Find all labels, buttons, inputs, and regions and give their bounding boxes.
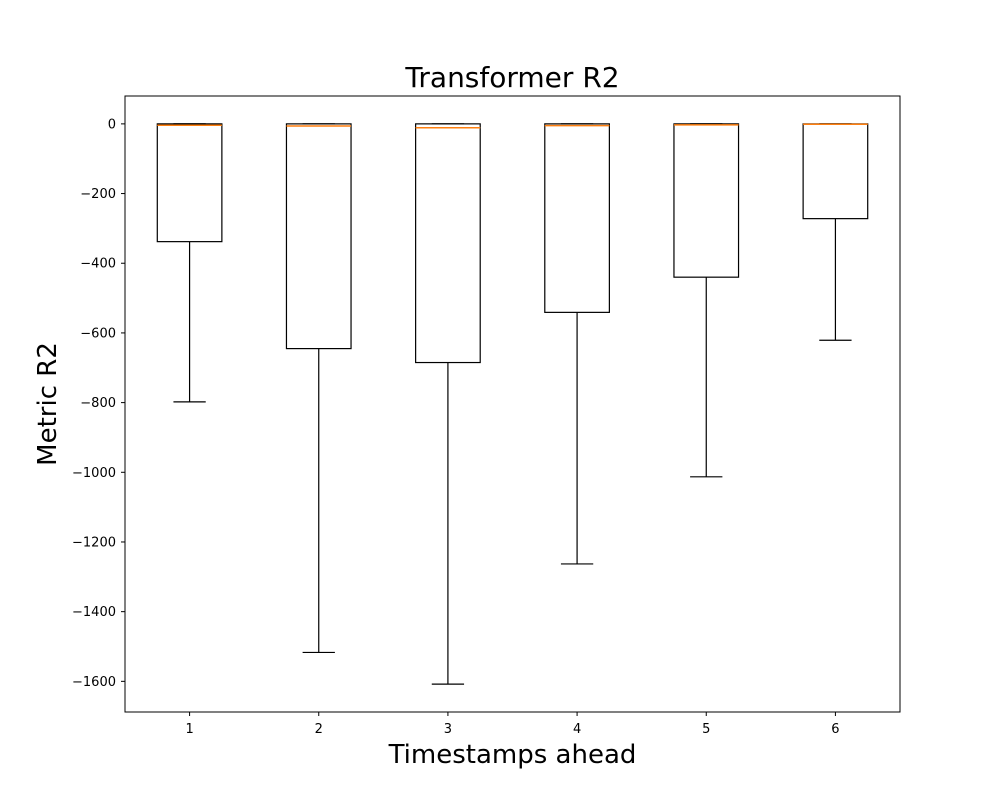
y-tick-label: −600 [80, 326, 116, 341]
x-tick-label: 3 [444, 722, 452, 737]
box [156, 123, 223, 243]
chart-title: Transformer R2 [404, 61, 619, 94]
box [802, 123, 869, 220]
x-axis-label: Timestamps ahead [388, 740, 637, 770]
box [673, 123, 740, 278]
y-tick-label: −800 [80, 396, 116, 411]
x-tick-label: 5 [702, 722, 710, 737]
y-tick-label: −1600 [72, 675, 116, 690]
y-tick-label: −1200 [72, 535, 116, 550]
plot-frame [124, 95, 901, 713]
box [285, 123, 352, 350]
y-axis-label: Metric R2 [33, 342, 63, 466]
x-tick-label: 4 [573, 722, 581, 737]
x-tick-label: 1 [185, 722, 193, 737]
y-tick-label: 0 [108, 117, 116, 132]
x-tick-label: 2 [315, 722, 323, 737]
y-tick-label: −1000 [72, 466, 116, 481]
plot-area: 0 −200 −400 −600 −800 −1000 −1200 −1400 −1600 1 2 3… [72, 95, 901, 737]
y-tick-label: −1400 [72, 605, 116, 620]
x-tick-label: 6 [831, 722, 839, 737]
y-tick-label: −200 [80, 187, 116, 202]
box [544, 123, 610, 313]
box [415, 123, 481, 364]
y-tick-label: −400 [80, 257, 116, 272]
